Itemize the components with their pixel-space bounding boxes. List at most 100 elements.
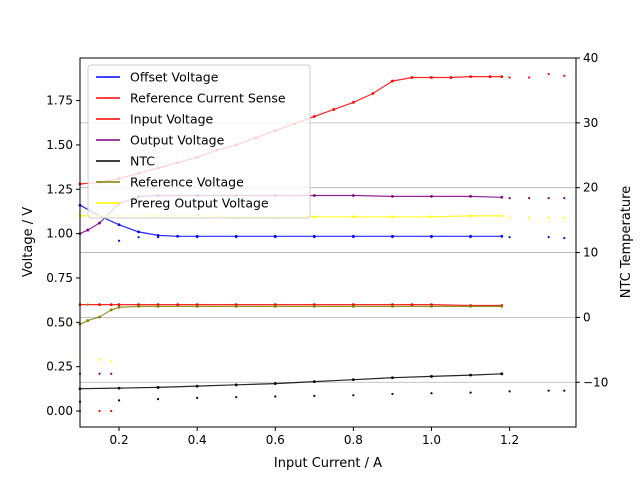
data-point [469,194,472,198]
x-tick-label: 1.2 [500,433,519,447]
data-point [410,76,414,79]
data-point [508,390,511,393]
series-line [79,305,502,325]
data-point [86,228,90,232]
data-point [312,115,316,118]
data-point [332,108,336,111]
legend-label: Reference Current Sense [130,91,286,106]
legend-label: NTC [130,154,155,169]
data-point [500,234,504,238]
y-tick-label: 0.00 [46,404,73,418]
data-point [274,395,277,398]
legend: Offset Voltage Reference Current Sense Inp… [87,64,311,219]
data-point [563,216,566,219]
data-point [196,236,199,239]
legend-frame [87,64,311,219]
data-point [469,373,472,377]
data-point [430,392,433,395]
data-point [469,304,472,308]
data-point [469,391,472,394]
data-point [469,75,472,79]
y2-axis-label: NTC Temperature [619,186,634,298]
data-point [274,236,277,239]
data-point [98,315,101,319]
data-point [371,92,375,95]
data-point [117,305,121,309]
data-point [547,216,550,219]
data-point [110,372,113,375]
series-line [79,373,502,390]
data-point [391,79,394,83]
data-point [195,384,199,388]
x-tick-label: 0.6 [266,433,285,447]
data-point [410,303,414,306]
data-point [351,378,355,382]
x-tick-label: 0.2 [110,433,129,447]
data-point [86,303,89,306]
data-point [500,195,504,199]
data-point [469,214,472,218]
data-point [563,389,566,392]
data-point [312,194,316,197]
data-point [117,303,121,306]
y2-tick-label: 40 [583,51,598,65]
data-point [137,230,140,234]
y2-tick-label: 30 [583,116,598,130]
data-point [86,319,90,322]
y-axis-label: Voltage / V [21,207,36,277]
data-point [351,100,355,104]
data-point [430,375,433,378]
y-tick-label: 1.00 [46,227,73,241]
data-point [117,223,121,227]
x-tick-label: 0.4 [188,433,207,447]
data-point [391,236,394,239]
data-point [98,358,101,361]
data-point [430,194,433,198]
data-point [157,236,160,239]
x-tick-label: 1.0 [422,433,441,447]
data-point [110,409,113,413]
data-point [157,398,160,401]
data-point [156,234,160,237]
data-point [195,304,199,308]
data-point [508,236,511,239]
data-point [137,236,140,239]
series-4 [78,372,566,403]
data-point [500,304,504,308]
y2-tick-label: −10 [583,375,608,389]
data-point [488,75,492,79]
data-point [449,76,453,79]
data-point [391,194,394,198]
data-point [196,396,199,399]
data-point [98,303,101,306]
data-point [500,372,504,376]
data-point [547,236,550,239]
data-point [547,197,550,200]
axis-layer: 0.2 0.4 0.6 0.8 1.0 1.2 0.00 0.25 0.50 0.75 1.00 1.… [46,51,608,447]
data-point [273,382,277,385]
data-point [351,215,355,219]
y-tick-label: 1.50 [46,138,73,152]
data-point [391,215,394,219]
data-point [500,75,504,79]
y-tick-label: 0.50 [46,315,73,329]
legend-label: Output Voltage [130,133,225,148]
data-point [313,394,316,397]
data-point [235,396,238,399]
data-point [137,304,140,308]
y2-tick-label: 10 [583,246,598,260]
legend-label: Prereg Output Voltage [130,196,269,211]
data-point [109,308,113,312]
data-point [313,236,316,239]
data-point [547,389,550,392]
data-point [528,216,531,219]
data-point [563,74,566,77]
x-axis-label: Input Current / A [274,456,382,471]
data-point [528,197,531,200]
data-point [117,239,121,242]
data-point [117,386,121,390]
data-point [352,394,355,397]
data-point [351,194,355,197]
data-point [109,303,113,306]
